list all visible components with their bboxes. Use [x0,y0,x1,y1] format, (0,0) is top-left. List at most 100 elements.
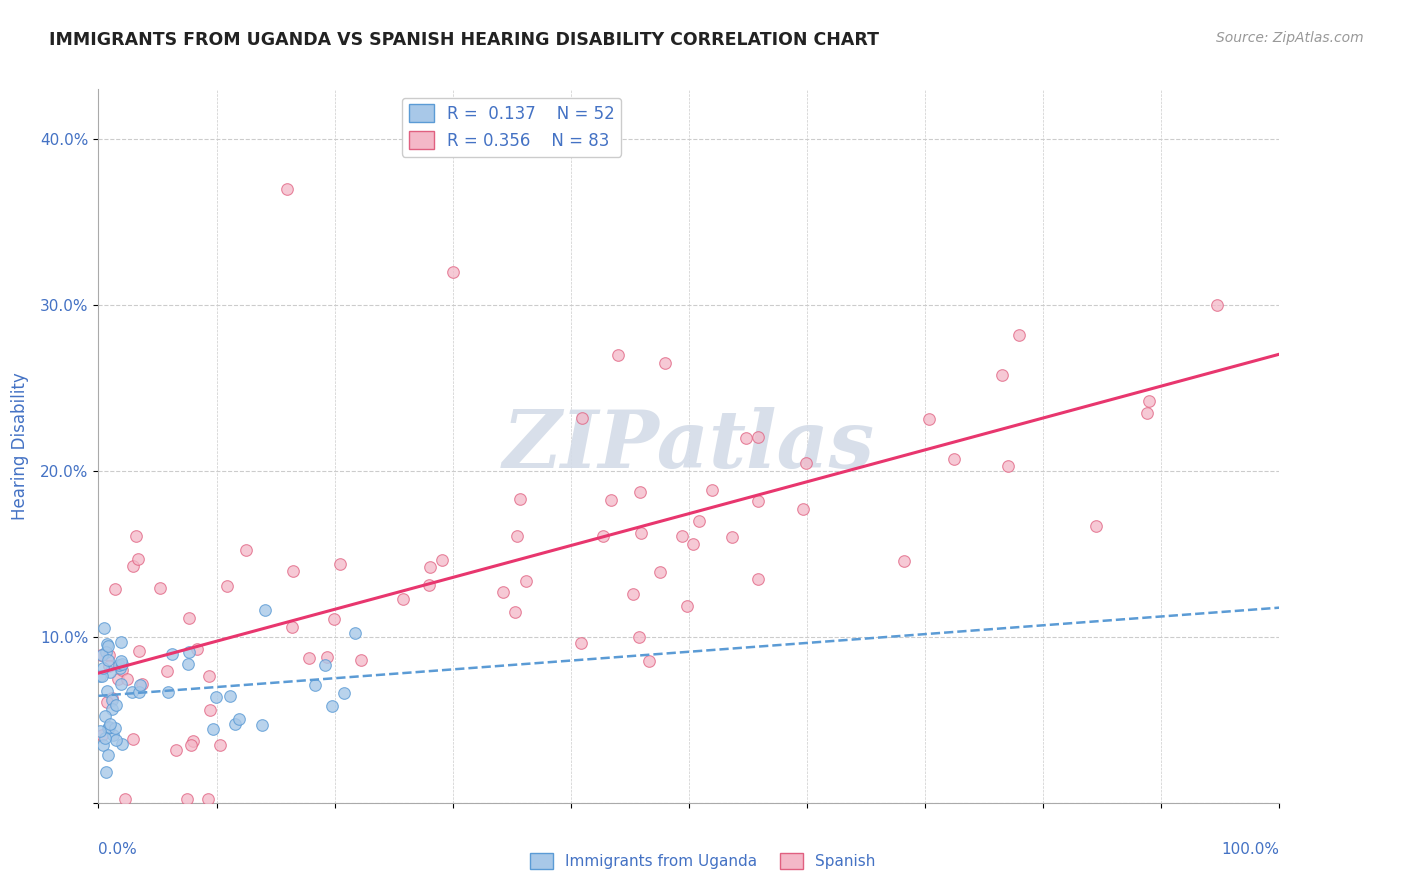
Point [93,708,115,723]
Point [122,559,145,574]
Point [186,642,208,657]
Point [205,690,228,704]
Point [96,684,118,698]
Point [127,551,149,566]
Point [176,657,198,671]
Point [122,731,145,746]
Point [162,647,184,661]
Point [893,554,915,568]
Point [177,645,200,659]
Point [688,515,710,529]
Point [91,739,114,753]
Point [253,603,276,617]
Point [1084,519,1107,533]
Point [209,739,232,753]
Point [503,605,526,619]
Y-axis label: Hearing Disability: Hearing Disability [11,372,30,520]
Point [215,579,238,593]
Point [180,739,202,753]
Point [329,557,352,571]
Point [90,669,112,683]
Point [419,560,441,574]
Point [202,722,225,736]
Point [101,690,124,705]
Point [235,543,257,558]
Point [93,621,115,635]
Point [252,718,274,732]
Point [592,529,614,543]
Point [108,660,131,674]
Point [350,653,373,667]
Point [315,649,337,664]
Point [321,699,343,714]
Point [491,585,513,599]
Point [571,411,593,425]
Point [197,792,219,806]
Point [918,412,941,426]
Point [224,717,246,731]
Point [100,717,122,731]
Point [176,792,198,806]
Point [111,663,134,677]
Point [94,645,117,659]
Point [101,692,124,706]
Point [89,723,111,738]
Point [298,650,321,665]
Point [997,458,1019,473]
Point [97,640,120,654]
Point [128,685,150,699]
Point [98,665,121,679]
Point [104,582,127,597]
Point [96,636,118,650]
Point [96,765,118,780]
Text: ZIPatlas: ZIPatlas [503,408,875,484]
Point [105,733,128,747]
Point [628,484,651,499]
Point [129,677,152,691]
Point [105,698,128,712]
Point [276,182,298,196]
Legend: R =  0.137    N = 52, R = 0.356    N = 83: R = 0.137 N = 52, R = 0.356 N = 83 [402,97,621,156]
Point [430,553,453,567]
Point [671,529,693,543]
Point [571,636,593,650]
Point [702,483,724,498]
Point [97,721,120,735]
Point [506,529,529,543]
Point [990,368,1012,382]
Point [747,572,769,586]
Point [165,743,187,757]
Point [747,430,769,444]
Point [121,684,143,698]
Point [515,574,537,589]
Point [114,792,136,806]
Point [228,712,250,726]
Point [735,431,758,445]
Point [97,720,120,734]
Point [177,611,200,625]
Point [630,526,652,541]
Point [94,731,117,746]
Point [155,664,177,678]
Point [198,703,221,717]
Point [219,689,242,703]
Point [343,625,366,640]
Text: 100.0%: 100.0% [1222,842,1279,856]
Point [333,686,356,700]
Point [89,669,111,683]
Point [98,658,121,673]
Point [1206,298,1229,312]
Point [1136,406,1159,420]
Point [322,612,344,626]
Point [115,672,138,686]
Point [509,492,531,507]
Point [110,635,132,649]
Point [654,356,676,370]
Point [149,581,172,595]
Point [101,729,124,743]
Point [281,564,304,578]
Point [98,648,121,662]
Point [96,695,118,709]
Point [97,653,120,667]
Point [314,658,336,673]
